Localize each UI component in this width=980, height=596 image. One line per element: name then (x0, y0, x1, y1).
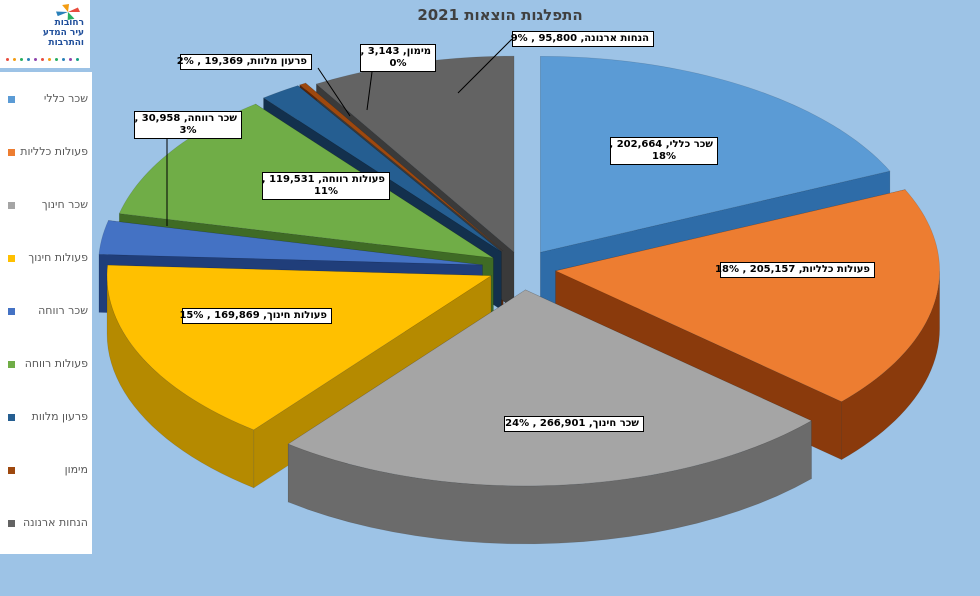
legend-swatch (8, 361, 15, 368)
legend-swatch (8, 308, 15, 315)
legend-item: הנחות ארנונה (8, 516, 88, 532)
data-label: פעולות חינוך, 169,869 , 15% (179, 308, 332, 324)
leader-line (317, 67, 351, 117)
legend-swatch (8, 520, 15, 527)
logo-dot (34, 58, 37, 61)
logo-dot (27, 58, 30, 61)
legend-item: שכר חינוך (8, 198, 88, 214)
logo-line-1: רחובות (54, 18, 84, 28)
legend-label: פעולות חינוך (28, 251, 88, 264)
legend-swatch (8, 467, 15, 474)
logo-dot (69, 58, 72, 61)
legend-swatch (8, 414, 15, 421)
data-label: מימון, 3,143 , 0% (360, 44, 436, 72)
pie-slice (106, 264, 493, 431)
legend-swatch (8, 255, 15, 262)
logo-dot (76, 58, 79, 61)
logo-dot (62, 58, 65, 61)
legend-item: שכר רווחה (8, 304, 88, 320)
data-label: פעולות כלליות, 205,157 , 18% (715, 262, 875, 278)
legend-item: פעולות כלליות (8, 145, 88, 161)
data-label: שכר כללי, 202,664 , 18% (609, 137, 718, 165)
data-label-text: שכר חינוך, 266,901 , 24% (505, 418, 639, 429)
leader-line (366, 71, 373, 111)
legend-swatch (8, 96, 15, 103)
logo-line-2: עיר המדע (42, 28, 84, 38)
legend-swatch (8, 149, 15, 156)
logo-dot (55, 58, 58, 61)
leader-line (457, 38, 513, 94)
pie-slice (554, 189, 940, 402)
data-label-percent: 0% (389, 58, 407, 69)
data-label: פעולות רווחה, 119,531 , 11% (262, 172, 390, 200)
logo-dot (41, 58, 44, 61)
legend-label: מימון (64, 463, 88, 476)
logo-dot (20, 58, 23, 61)
logo-line-3: והתרבות (48, 38, 84, 48)
data-label: הנחות ארנונה, 95,800 , 9% (510, 31, 654, 47)
logo-dot (48, 58, 51, 61)
data-label-text: מימון, 3,143 , (360, 46, 431, 57)
legend-item: מימון (8, 463, 88, 479)
legend-label: שכר כללי (43, 92, 88, 105)
pie-slice (287, 289, 813, 487)
chart-title: התפלגות הוצאות 2021 (417, 6, 583, 24)
logo-dot (6, 58, 9, 61)
city-logo: רחובות עיר המדע והתרבות (0, 0, 90, 68)
legend-label: שכר רווחה (38, 304, 88, 317)
legend-label: שכר חינוך (41, 198, 88, 211)
data-label-text: הנחות ארנונה, 95,800 , 9% (510, 33, 649, 44)
data-label-text: שכר רווחה, 30,958 , (134, 113, 237, 124)
pie-slice (262, 85, 502, 253)
chart-legend: שכר כללי פעולות כלליות שכר חינוך פעולות חינ… (0, 72, 92, 554)
legend-label: פעולות רווחה (24, 357, 88, 370)
data-label-text: פעולות חינוך, 169,869 , 15% (179, 310, 327, 321)
legend-item: פעולות רווחה (8, 357, 88, 373)
logo-text: רחובות עיר המדע והתרבות (4, 18, 84, 48)
data-label-text: פעולות כלליות, 205,157 , 18% (715, 264, 870, 275)
data-label: שכר חינוך, 266,901 , 24% (504, 416, 644, 432)
legend-item: פעולות חינוך (8, 251, 88, 267)
data-label-text: פרעון מלוות, 19,369 , 2% (176, 56, 307, 67)
data-label-percent: 18% (652, 151, 676, 162)
legend-item: שכר כללי (8, 92, 88, 108)
logo-dot (13, 58, 16, 61)
legend-swatch (8, 202, 15, 209)
data-label-text: פעולות רווחה, 119,531 , (261, 174, 385, 185)
data-label-percent: 3% (179, 125, 197, 136)
data-label-percent: 11% (314, 186, 338, 197)
pie-slice (299, 82, 504, 252)
pie-slice (98, 220, 483, 266)
data-label: פרעון מלוות, 19,369 , 2% (176, 54, 312, 70)
legend-label: פעולות כלליות (20, 145, 88, 158)
legend-label: הנחות ארנונה (22, 516, 88, 529)
data-label-text: שכר כללי, 202,664 , (609, 139, 713, 150)
legend-item: פרעון מלוות (8, 410, 88, 426)
legend-label: פרעון מלוות (31, 410, 88, 423)
logo-emblem (56, 4, 80, 20)
data-label: שכר רווחה, 30,958 , 3% (134, 111, 242, 139)
